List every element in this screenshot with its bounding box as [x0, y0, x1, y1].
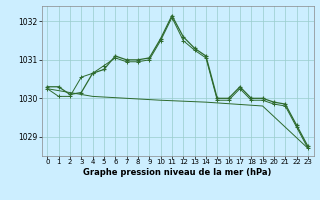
- X-axis label: Graphe pression niveau de la mer (hPa): Graphe pression niveau de la mer (hPa): [84, 168, 272, 177]
